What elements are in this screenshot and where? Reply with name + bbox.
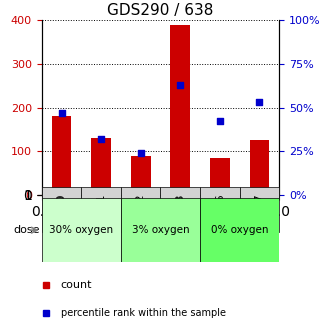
Bar (121, 198, 200, 262)
Text: GSM1670: GSM1670 (56, 195, 66, 248)
Bar (170, 25, 190, 195)
Bar (249, 140, 269, 195)
Bar (42, 198, 121, 262)
Text: GSM1671: GSM1671 (96, 195, 106, 248)
Bar (200, 187, 240, 232)
Point (138, 150, 143, 156)
Bar (131, 156, 151, 195)
Bar (121, 187, 160, 232)
Bar (91, 138, 111, 195)
Bar (81, 187, 121, 232)
Bar (210, 158, 230, 195)
Text: dose: dose (13, 225, 40, 235)
Text: GSM1673: GSM1673 (175, 193, 185, 247)
Bar (52, 116, 71, 195)
Text: 0% oxygen: 0% oxygen (211, 225, 268, 235)
Point (99, 136, 104, 142)
Text: 3% oxygen: 3% oxygen (132, 225, 189, 235)
Text: GSM2417: GSM2417 (255, 193, 265, 247)
Text: GSM2416: GSM2416 (215, 195, 225, 249)
Text: percentile rank within the sample: percentile rank within the sample (61, 308, 226, 319)
Bar (240, 187, 279, 232)
Text: GSM1671: GSM1671 (96, 193, 106, 247)
Bar (160, 187, 200, 232)
Bar (42, 187, 81, 232)
Text: GSM1673: GSM1673 (175, 195, 185, 248)
Point (217, 119, 222, 124)
Text: GSM1670: GSM1670 (56, 193, 66, 247)
Text: GSM1672: GSM1672 (136, 193, 146, 247)
Bar (200, 198, 279, 262)
Point (257, 99, 262, 105)
Text: GSM2417: GSM2417 (255, 195, 265, 249)
Text: 30% oxygen: 30% oxygen (49, 225, 113, 235)
Point (59, 110, 64, 116)
Text: GSM2416: GSM2416 (215, 193, 225, 247)
Text: count: count (61, 280, 92, 290)
Point (178, 82, 183, 87)
Text: GSM1672: GSM1672 (136, 195, 146, 249)
Title: GDS290 / 638: GDS290 / 638 (107, 3, 214, 17)
